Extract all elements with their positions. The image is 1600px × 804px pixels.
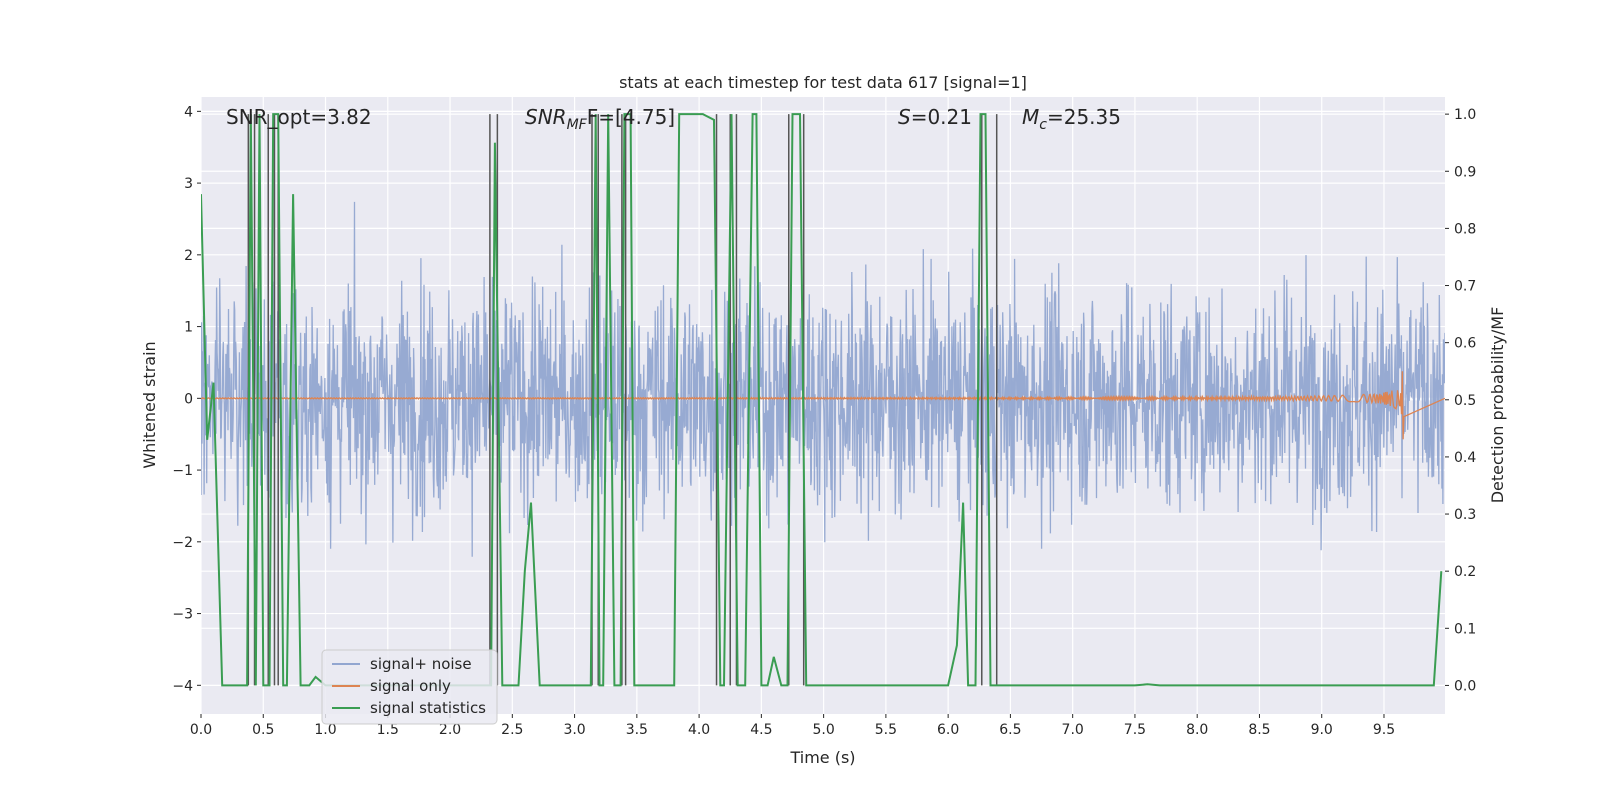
y-right-tick-label: 0.4 [1454,450,1476,466]
x-tick-label: 5.5 [875,722,897,738]
annotation-s: S=0.21 [898,105,972,129]
x-tick-label: 2.0 [439,722,461,738]
y-right-tick-label: 0.9 [1454,164,1476,180]
annotation-mc-rest: =25.35 [1047,105,1121,129]
legend-label-signal-statistics: signal statistics [370,699,486,717]
legend-box [321,649,498,725]
y-left-tick-label: −4 [172,678,193,694]
y-left-tick-label: 4 [184,104,193,120]
series-signal-noise [201,201,1445,557]
y-right-tick-label: 0.5 [1454,393,1476,409]
x-axis-label: Time (s) [789,748,855,767]
x-tick-label: 5.0 [812,722,834,738]
y-right-tick-label: 0.8 [1454,221,1476,237]
x-tick-label: 7.0 [1062,722,1084,738]
legend: signal+ noise signal only signal statist… [321,649,498,725]
y-left-axis-label: Whitened strain [140,341,159,468]
x-tick-label: 2.5 [501,722,523,738]
x-tick-label: 7.5 [1124,722,1146,738]
annotation-snr-mf-sub: MF [567,117,588,133]
x-tick-label: 1.0 [314,722,336,738]
annotation-mc-sub: c [1039,117,1047,133]
y-left-axis-ticks: −4 −3 −2 −1 0 1 2 3 4 [172,104,201,694]
x-tick-label: 0.5 [252,722,274,738]
annotation-snr-opt: SNR_opt=3.82 [226,105,372,129]
y-right-tick-label: 0.1 [1454,621,1476,637]
x-axis-ticks: 0.0 0.5 1.0 1.5 2.0 2.5 3.0 3.5 4.0 4.5 5.0 5.5 6.0 6… [190,714,1395,738]
x-tick-label: 3.5 [626,722,648,738]
annotation-snr-mf: SNRMFF=[4.75] [525,105,675,133]
y-right-axis-ticks: 0.0 0.1 0.2 0.3 0.4 0.5 0.6 0.7 0.8 0.9 1.0 [1445,107,1476,694]
x-tick-label: 0.0 [190,722,212,738]
x-tick-label: 1.5 [377,722,399,738]
y-left-tick-label: 1 [184,320,193,336]
y-right-tick-label: 0.0 [1454,678,1476,694]
y-right-axis-label: Detection probability/MF [1488,307,1507,504]
x-tick-label: 4.5 [750,722,772,738]
y-right-tick-label: 0.2 [1454,564,1476,580]
y-right-tick-label: 1.0 [1454,107,1476,123]
annotation-snr-mf-rest: F=[4.75] [587,105,675,129]
annotation-snr-mf-base: SNR [525,105,567,129]
y-left-tick-label: −3 [172,607,193,623]
legend-label-signal-only: signal only [370,677,451,695]
y-left-tick-label: −2 [172,535,193,551]
legend-label-signal-noise: signal+ noise [370,655,472,673]
x-tick-label: 6.0 [937,722,959,738]
x-tick-label: 8.0 [1186,722,1208,738]
y-right-tick-label: 0.7 [1454,279,1476,295]
x-tick-label: 4.0 [688,722,710,738]
y-left-tick-label: 0 [184,391,193,407]
y-left-tick-label: 2 [184,248,193,264]
x-tick-label: 6.5 [999,722,1021,738]
x-tick-label: 9.5 [1373,722,1395,738]
annotation-mc-base: M [1022,105,1039,129]
series-signal-statistics [201,113,1443,687]
y-right-tick-label: 0.6 [1454,336,1476,352]
chart-title: stats at each timestep for test data 617… [619,73,1027,92]
y-left-tick-label: 3 [184,176,193,192]
x-tick-label: 8.5 [1248,722,1270,738]
signal-noise-line [201,201,1445,557]
signal-statistics-line [201,113,1443,687]
y-left-tick-label: −1 [172,463,193,479]
x-tick-label: 9.0 [1311,722,1333,738]
annotation-s-rest: =0.21 [911,105,972,129]
y-right-tick-label: 0.3 [1454,507,1476,523]
annotation-mc: Mc=25.35 [1022,105,1121,133]
annotation-s-base: S [898,105,911,129]
x-tick-label: 3.0 [563,722,585,738]
